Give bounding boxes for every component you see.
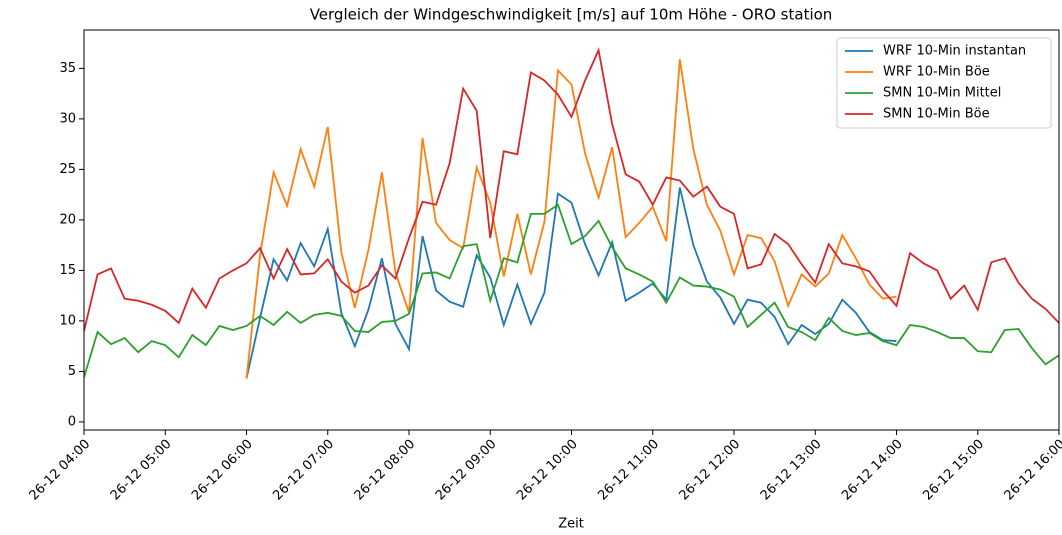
y-tick-label: 0 bbox=[68, 414, 76, 429]
series-line bbox=[245, 187, 897, 379]
y-tick-label: 5 bbox=[68, 364, 76, 379]
x-axis-label: Zeit bbox=[558, 517, 584, 532]
series-line bbox=[245, 59, 897, 379]
x-tick-label: 26-12 05:00 bbox=[108, 437, 175, 504]
x-tick-label: 26-12 15:00 bbox=[920, 437, 987, 504]
x-tick-label: 26-12 06:00 bbox=[189, 437, 256, 504]
y-tick-label: 20 bbox=[59, 212, 76, 227]
x-tick-label: 26-12 10:00 bbox=[514, 437, 581, 504]
x-tick-label: 26-12 16:00 bbox=[1002, 437, 1062, 504]
x-tick-label: 26-12 08:00 bbox=[352, 437, 419, 504]
x-tick-label: 26-12 12:00 bbox=[677, 437, 744, 504]
series-line bbox=[84, 203, 1059, 378]
x-tick-label: 26-12 14:00 bbox=[839, 437, 906, 504]
plot-frame bbox=[83, 29, 1060, 431]
x-tick-label: 26-12 13:00 bbox=[758, 437, 825, 504]
x-tick-label: 26-12 09:00 bbox=[433, 437, 500, 504]
x-tick-label: 26-12 07:00 bbox=[270, 437, 337, 504]
legend: WRF 10-Min instantan WRF 10-Min Böe SMN 10… bbox=[836, 37, 1052, 129]
chart-title: Vergleich der Windgeschwindigkeit [m/s] … bbox=[310, 6, 833, 24]
legend-box bbox=[836, 37, 1052, 129]
y-tick-label: 25 bbox=[59, 162, 76, 177]
series-line bbox=[84, 47, 1059, 332]
legend-label: SMN 10-Min Mittel bbox=[883, 86, 1001, 101]
legend-label: WRF 10-Min instantan bbox=[883, 44, 1026, 59]
y-tick-label: 30 bbox=[59, 111, 76, 126]
legend-label: WRF 10-Min Böe bbox=[883, 65, 990, 80]
y-tick-label: 15 bbox=[59, 263, 76, 278]
legend-label: SMN 10-Min Böe bbox=[883, 107, 990, 122]
x-tick-label: 26-12 11:00 bbox=[595, 437, 662, 504]
x-tick-label: 26-12 04:00 bbox=[27, 437, 94, 504]
y-tick-label: 10 bbox=[59, 313, 76, 328]
y-tick-label: 35 bbox=[59, 61, 76, 76]
